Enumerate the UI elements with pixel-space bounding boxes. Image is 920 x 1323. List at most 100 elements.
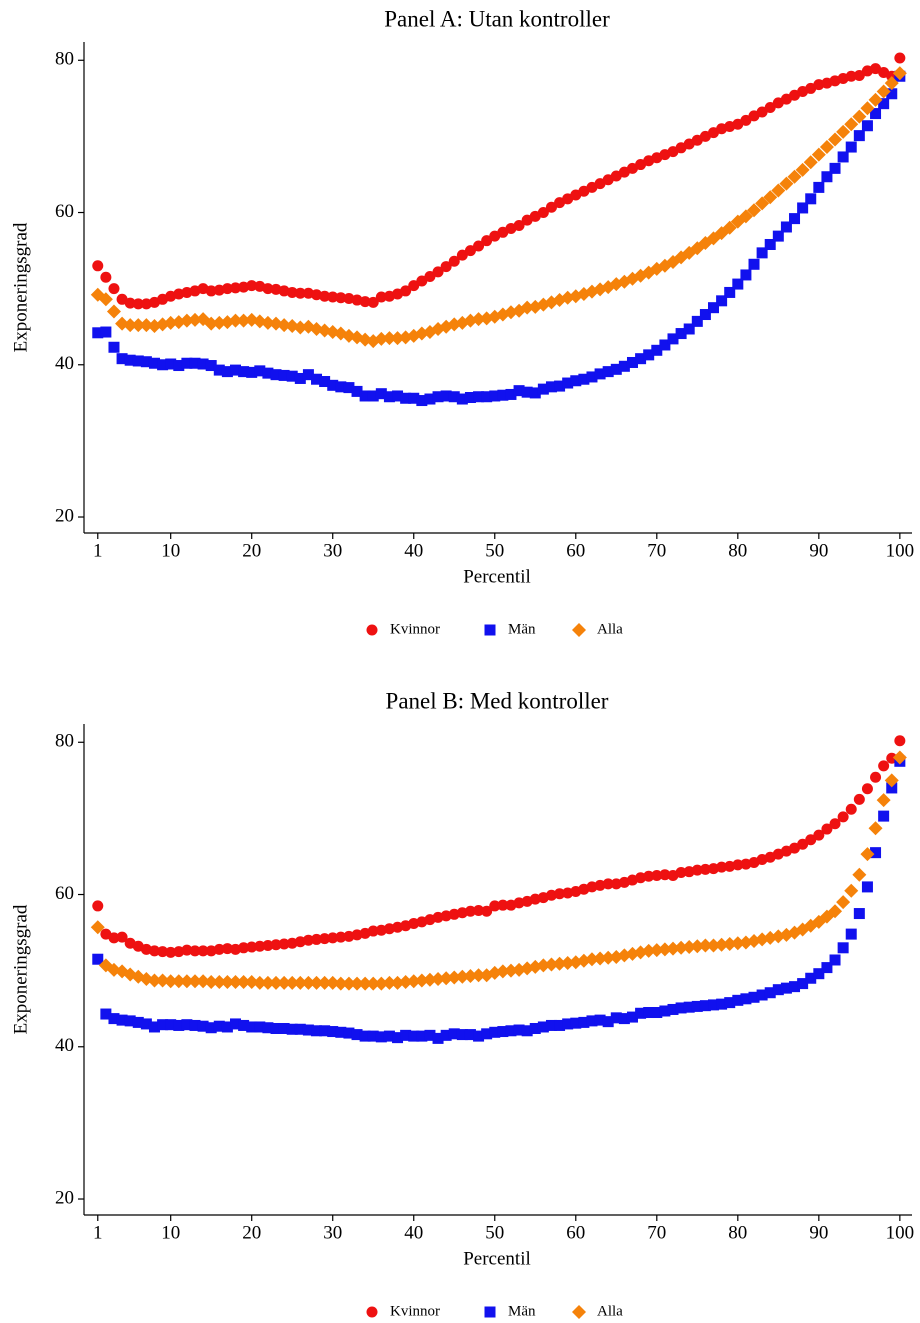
point — [489, 390, 501, 402]
point — [244, 975, 259, 990]
point — [473, 391, 485, 403]
point — [584, 952, 599, 967]
point — [294, 372, 306, 384]
point — [716, 861, 728, 873]
point — [106, 304, 121, 319]
point — [853, 130, 865, 142]
point — [204, 316, 219, 331]
point — [868, 821, 883, 836]
point — [675, 1002, 687, 1014]
point — [659, 869, 671, 881]
y-axis-label: Exponeringsgrad — [10, 222, 31, 352]
point — [813, 829, 825, 841]
point — [861, 120, 873, 132]
point — [367, 296, 379, 308]
point — [861, 783, 873, 795]
point — [861, 881, 873, 893]
point — [123, 318, 138, 333]
point — [853, 69, 865, 81]
point — [447, 970, 462, 985]
point — [708, 999, 720, 1011]
point — [189, 357, 201, 369]
point — [116, 931, 128, 943]
y-tick-label: 20 — [55, 1187, 74, 1208]
point — [148, 1021, 160, 1033]
point — [181, 357, 193, 369]
point — [586, 1015, 598, 1027]
point — [196, 974, 211, 989]
point — [148, 945, 160, 957]
point — [335, 931, 347, 943]
point — [722, 220, 737, 235]
point — [618, 360, 630, 372]
point — [779, 176, 794, 191]
x-tick-label: 40 — [404, 1222, 423, 1243]
point — [884, 773, 899, 788]
point — [92, 327, 104, 339]
point — [724, 997, 736, 1009]
point — [797, 202, 809, 214]
point — [406, 974, 421, 989]
point — [375, 388, 387, 400]
point — [319, 933, 331, 945]
point — [382, 331, 397, 346]
point — [383, 1030, 395, 1042]
point — [730, 936, 745, 951]
point — [124, 1015, 136, 1027]
point — [813, 968, 825, 980]
point — [473, 1030, 485, 1042]
point — [570, 375, 582, 387]
point — [205, 285, 217, 297]
point — [92, 900, 104, 912]
point — [545, 1019, 557, 1031]
point — [212, 975, 227, 990]
point — [416, 1030, 428, 1042]
point — [213, 364, 225, 376]
point — [270, 369, 282, 381]
point — [163, 974, 178, 989]
point — [878, 810, 890, 822]
point — [481, 391, 493, 403]
point — [132, 1016, 144, 1028]
point — [481, 1028, 493, 1040]
point — [471, 968, 486, 983]
point — [309, 975, 324, 990]
point — [602, 1016, 614, 1028]
point — [732, 278, 744, 290]
x-tick-label: 20 — [242, 540, 261, 561]
point — [706, 938, 721, 953]
point — [463, 968, 478, 983]
point — [98, 292, 113, 307]
point — [886, 88, 898, 100]
point — [521, 1025, 533, 1037]
point — [254, 1021, 266, 1033]
point — [132, 298, 144, 310]
point — [285, 975, 300, 990]
point — [795, 162, 810, 177]
point — [90, 920, 105, 935]
point — [805, 834, 817, 846]
point — [554, 380, 566, 392]
point — [545, 381, 557, 393]
point — [398, 975, 413, 990]
point — [610, 363, 622, 375]
point — [602, 366, 614, 378]
legend-marker — [484, 624, 496, 636]
point — [641, 943, 656, 958]
point — [481, 235, 493, 247]
point — [390, 975, 405, 990]
point — [246, 280, 258, 292]
point — [343, 1027, 355, 1039]
point — [870, 108, 882, 120]
point — [868, 92, 883, 107]
point — [819, 140, 834, 155]
point — [594, 368, 606, 380]
point — [382, 975, 397, 990]
point — [892, 66, 907, 81]
point — [578, 1016, 590, 1028]
point — [327, 932, 339, 944]
x-tick-label: 1 — [93, 540, 103, 561]
point — [894, 735, 906, 747]
point — [213, 943, 225, 955]
point — [260, 975, 275, 990]
